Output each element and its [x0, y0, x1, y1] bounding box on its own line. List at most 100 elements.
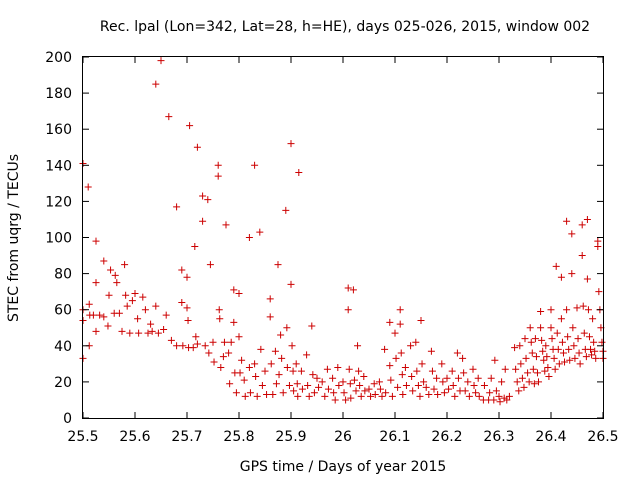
- data-point: [344, 284, 352, 292]
- data-point: [310, 389, 318, 397]
- data-point: [128, 297, 136, 305]
- data-point: [278, 354, 286, 362]
- data-point: [397, 349, 405, 357]
- data-point: [356, 382, 364, 390]
- data-point: [396, 320, 404, 328]
- data-point: [331, 396, 339, 404]
- data-point: [193, 340, 201, 348]
- data-point: [361, 387, 369, 395]
- data-point: [152, 80, 160, 88]
- data-point: [123, 302, 131, 310]
- x-tick-label: 26.3: [483, 429, 514, 445]
- data-point: [157, 57, 165, 65]
- x-tick-label: 26.1: [379, 429, 410, 445]
- data-point: [518, 374, 526, 382]
- data-point: [189, 344, 197, 352]
- data-point: [256, 228, 264, 236]
- data-point: [335, 382, 343, 390]
- data-point: [126, 329, 134, 337]
- data-point: [548, 335, 556, 343]
- x-tick-label: 25.5: [67, 429, 98, 445]
- data-point: [526, 324, 534, 332]
- data-point: [392, 354, 400, 362]
- data-point: [541, 367, 549, 375]
- data-point: [89, 311, 97, 319]
- data-point: [209, 338, 217, 346]
- data-point: [167, 336, 175, 344]
- data-point: [475, 392, 483, 400]
- data-point: [349, 286, 357, 294]
- data-point: [486, 389, 494, 397]
- data-point: [215, 306, 223, 314]
- data-point: [235, 333, 243, 341]
- data-point: [154, 329, 162, 337]
- x-tick-label: 26.2: [431, 429, 462, 445]
- y-tick-label: 100: [45, 231, 72, 247]
- data-point: [547, 306, 555, 314]
- plot-frame: [82, 56, 604, 419]
- data-point: [354, 342, 362, 350]
- data-point: [266, 313, 274, 321]
- data-point: [104, 322, 112, 330]
- data-point: [376, 385, 384, 393]
- data-point: [230, 286, 238, 294]
- data-point: [263, 391, 271, 399]
- data-point: [305, 392, 313, 400]
- data-point: [165, 113, 173, 121]
- data-point: [387, 376, 395, 384]
- data-point: [267, 360, 275, 368]
- y-tick-label: 140: [45, 158, 72, 174]
- data-point: [542, 342, 550, 350]
- data-point: [139, 293, 147, 301]
- data-point: [303, 351, 311, 359]
- data-point: [347, 394, 355, 402]
- data-point: [498, 378, 506, 386]
- data-point: [550, 354, 558, 362]
- data-point: [225, 349, 233, 357]
- data-point: [551, 365, 559, 373]
- data-point: [434, 391, 442, 399]
- data-point: [474, 374, 482, 382]
- data-point: [465, 392, 473, 400]
- data-point: [532, 353, 540, 361]
- data-point: [512, 365, 520, 373]
- data-point: [342, 396, 350, 404]
- data-point: [438, 360, 446, 368]
- data-point: [375, 378, 383, 386]
- data-point: [565, 345, 573, 353]
- data-point: [440, 389, 448, 397]
- data-point: [289, 367, 297, 375]
- data-point: [555, 360, 563, 368]
- y-tick-label: 200: [45, 50, 72, 66]
- data-point: [547, 324, 555, 332]
- data-point: [92, 327, 100, 335]
- data-point: [271, 347, 279, 355]
- data-point: [134, 315, 142, 323]
- data-point: [313, 374, 321, 382]
- data-point: [522, 354, 530, 362]
- data-points: [79, 57, 607, 406]
- x-tick-label: 26.4: [535, 429, 566, 445]
- data-point: [573, 304, 581, 312]
- data-point: [236, 369, 244, 377]
- data-point: [459, 354, 467, 362]
- data-point: [252, 372, 260, 380]
- data-point: [308, 322, 316, 330]
- data-point: [111, 271, 119, 279]
- data-point: [295, 169, 303, 177]
- data-point: [425, 391, 433, 399]
- data-point: [388, 392, 396, 400]
- data-point: [578, 252, 586, 260]
- data-point: [135, 329, 143, 337]
- data-point: [147, 320, 155, 328]
- data-point: [535, 378, 543, 386]
- data-point: [323, 365, 331, 373]
- data-point: [297, 367, 305, 375]
- data-point: [178, 298, 186, 306]
- y-tick-label: 40: [54, 339, 72, 355]
- data-point: [587, 345, 595, 353]
- data-point: [445, 385, 453, 393]
- data-point: [345, 365, 353, 373]
- data-point: [539, 347, 547, 355]
